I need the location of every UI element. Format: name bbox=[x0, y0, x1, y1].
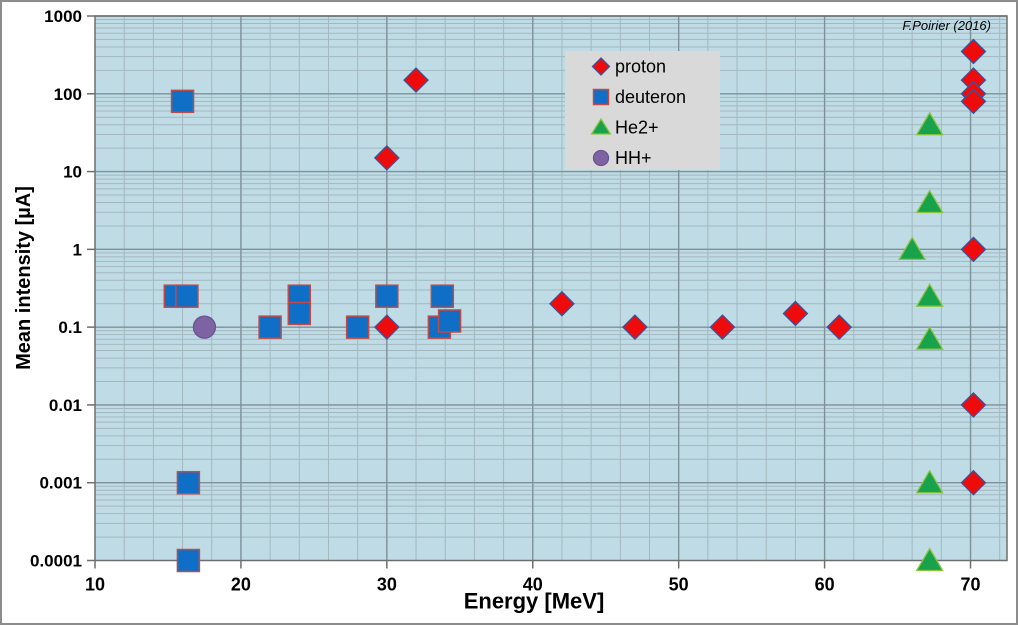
legend: proton deuteron He2+ HH+ bbox=[565, 51, 720, 170]
data-point-proton bbox=[373, 314, 400, 341]
y-tick-label: 100 bbox=[54, 85, 82, 104]
data-point-proton bbox=[403, 67, 429, 94]
data-point-deuteron bbox=[437, 309, 462, 333]
data-point-proton bbox=[960, 88, 987, 115]
data-point-deuteron bbox=[176, 470, 201, 495]
data-point-proton bbox=[782, 300, 809, 327]
x-tick-label: 20 bbox=[231, 575, 251, 595]
legend-item-proton: proton bbox=[591, 57, 666, 77]
legend-label-proton: proton bbox=[615, 57, 666, 77]
legend-item-He2+: He2+ bbox=[590, 117, 659, 138]
x-tick-label: 70 bbox=[961, 575, 981, 595]
data-point-proton bbox=[960, 236, 987, 263]
x-tick-label: 60 bbox=[815, 575, 835, 595]
y-tick-label: 1000 bbox=[44, 7, 82, 26]
tick-marks bbox=[87, 15, 972, 569]
author-annotation: F.Poirier (2016) bbox=[902, 18, 991, 33]
legend-box bbox=[565, 51, 720, 170]
legend-label-HH+: HH+ bbox=[615, 148, 652, 168]
data-point-proton bbox=[549, 290, 575, 317]
data-point-deuteron bbox=[170, 89, 195, 114]
series-deuteron bbox=[163, 89, 462, 573]
x-axis-tick-labels: 10 20 30 40 50 60 70 bbox=[85, 575, 981, 595]
legend-item-deuteron: deuteron bbox=[592, 87, 686, 107]
data-point-He2+ bbox=[915, 282, 944, 307]
y-axis-title: Mean intensity [µA] bbox=[13, 186, 35, 370]
y-axis-tick-labels: 1000 100 10 1 0.1 0.01 0.001 0.0001 bbox=[30, 7, 82, 571]
y-tick-label: 0.1 bbox=[58, 318, 82, 337]
data-point-He2+ bbox=[915, 469, 944, 494]
x-tick-label: 30 bbox=[377, 575, 397, 595]
data-point-deuteron bbox=[592, 88, 610, 106]
data-point-proton bbox=[621, 314, 648, 341]
x-axis-title: Energy [MeV] bbox=[464, 589, 605, 614]
data-point-deuteron bbox=[258, 315, 282, 339]
data-point-deuteron bbox=[345, 315, 370, 339]
data-point-HH+ bbox=[592, 149, 610, 167]
plot-area-background bbox=[95, 16, 1007, 561]
data-point-proton bbox=[373, 144, 400, 171]
data-point-proton bbox=[709, 314, 736, 341]
plot-border bbox=[94, 15, 1008, 562]
y-tick-label: 0.01 bbox=[49, 396, 82, 415]
data-point-He2+ bbox=[590, 117, 612, 135]
data-point-He2+ bbox=[915, 325, 944, 350]
data-point-He2+ bbox=[915, 189, 944, 214]
series-proton bbox=[373, 38, 987, 496]
data-point-HH+ bbox=[192, 315, 217, 339]
data-point-proton bbox=[591, 57, 611, 76]
data-point-proton bbox=[960, 38, 987, 65]
y-tick-label: 1 bbox=[73, 240, 82, 259]
x-tick-label: 40 bbox=[523, 575, 543, 595]
data-point-deuteron bbox=[175, 284, 199, 308]
series-HH+ bbox=[192, 315, 217, 339]
legend-item-HH+: HH+ bbox=[592, 148, 652, 168]
data-point-He2+ bbox=[915, 547, 944, 572]
y-tick-label: 10 bbox=[63, 163, 82, 182]
y-tick-label: 0.0001 bbox=[30, 552, 82, 571]
data-point-deuteron bbox=[176, 548, 201, 573]
data-point-proton bbox=[960, 392, 987, 418]
x-tick-label: 50 bbox=[669, 575, 689, 595]
legend-label-He2+: He2+ bbox=[615, 118, 659, 138]
data-point-deuteron bbox=[375, 284, 399, 308]
x-tick-label: 10 bbox=[85, 575, 105, 595]
data-point-He2+ bbox=[898, 236, 927, 261]
legend-label-deuteron: deuteron bbox=[615, 87, 686, 107]
y-tick-label: 0.001 bbox=[39, 474, 82, 493]
data-point-deuteron bbox=[287, 301, 312, 326]
data-point-deuteron bbox=[430, 284, 455, 308]
series-He2+ bbox=[898, 111, 944, 572]
data-point-proton bbox=[960, 469, 987, 496]
data-point-He2+ bbox=[915, 111, 944, 136]
data-point-proton bbox=[826, 314, 853, 341]
